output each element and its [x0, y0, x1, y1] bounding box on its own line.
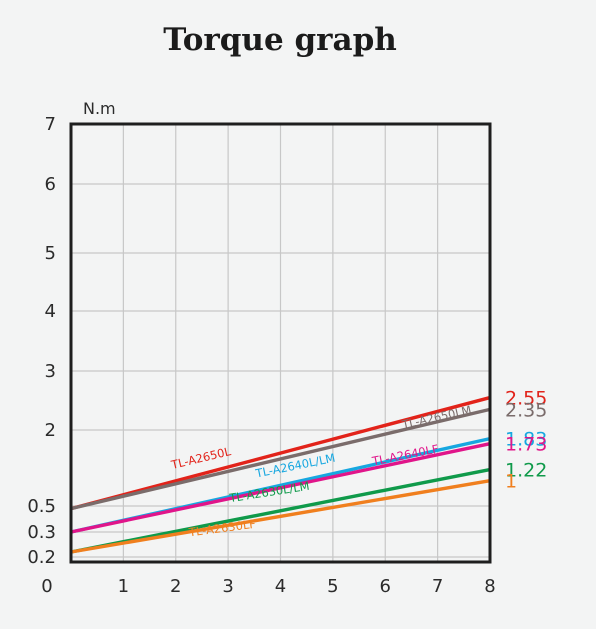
- series-label: TL-A2650LM: [400, 403, 473, 432]
- x-tick-label: 8: [484, 576, 495, 597]
- plot-frame: [69, 122, 492, 564]
- x-tick-label: 7: [432, 576, 443, 597]
- y-tick-label: 2: [45, 420, 56, 441]
- x-tick-label: 1: [118, 576, 129, 597]
- series-label: TL-A2630L/LM: [227, 479, 310, 506]
- y-tick-label: 0.3: [27, 522, 56, 543]
- x-tick-labels: 0 1 2 3 4 5 6 7 8: [41, 576, 495, 597]
- end-value-label: 2.55: [505, 388, 547, 410]
- series-label: TL-A2640LF: [370, 442, 440, 469]
- end-value-label: 1.22: [505, 460, 547, 482]
- y-tick-label: 0.5: [27, 496, 56, 517]
- y-tick-label: 6: [45, 174, 56, 195]
- y-tick-label: 0.2: [27, 547, 56, 568]
- x-tick-label: 5: [327, 576, 338, 597]
- series-lines: [70, 395, 491, 554]
- x-tick-label: 3: [222, 576, 233, 597]
- end-value-label: 1.73: [505, 434, 547, 456]
- y-axis-unit: N.m: [83, 99, 116, 118]
- end-value-label: 2.35: [505, 399, 547, 421]
- y-tick-label: 4: [45, 301, 56, 322]
- chart-title: Torque graph: [163, 22, 397, 58]
- series-line: [70, 395, 491, 511]
- end-value-label: 1: [505, 471, 517, 493]
- x-tick-label: 2: [170, 576, 181, 597]
- series-label: TL-A2630LF: [187, 517, 257, 540]
- series-line: [70, 467, 491, 554]
- y-tick-labels: 0.2 0.3 0.5 2 3 4 5 6 7: [27, 114, 56, 568]
- series-line: [70, 407, 491, 511]
- y-tick-label: 7: [45, 114, 56, 135]
- x-tick-label: 0: [41, 576, 52, 597]
- series-line: [70, 478, 491, 554]
- x-tick-label: 4: [275, 576, 286, 597]
- y-tick-label: 3: [45, 361, 56, 382]
- end-value-label: 1.83: [505, 429, 547, 451]
- end-value-labels: 2.552.35 1.831.73 1.221: [505, 388, 547, 493]
- series-line: [70, 442, 491, 534]
- y-tick-label: 5: [45, 243, 56, 264]
- x-tick-label: 6: [380, 576, 391, 597]
